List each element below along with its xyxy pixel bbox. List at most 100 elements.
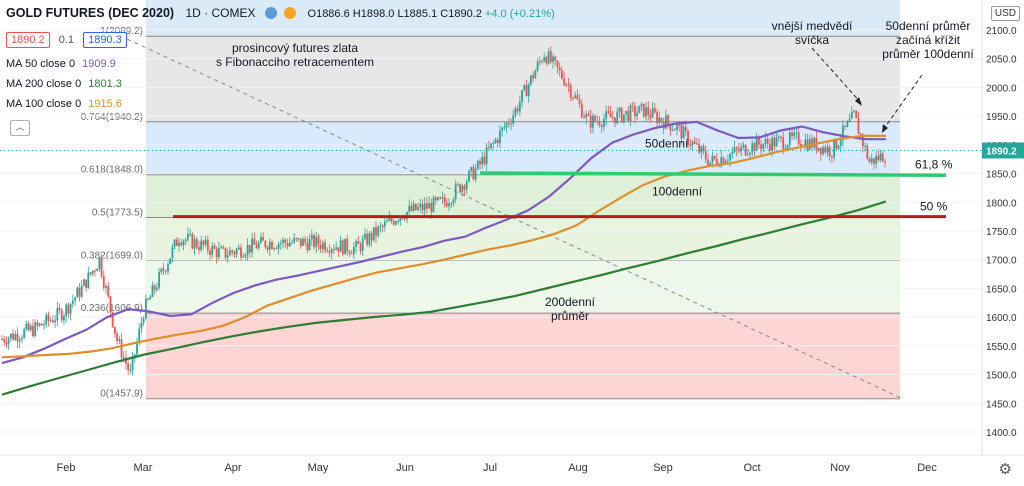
candle-body: [60, 310, 63, 321]
candle-body: [388, 217, 391, 222]
ohlc-change: +4.0 (+0.21%): [484, 8, 555, 20]
candle-body: [5, 342, 8, 345]
candle-body: [56, 307, 59, 321]
sell-price-box[interactable]: 1890.2: [6, 32, 50, 48]
candle-body: [682, 126, 685, 139]
candle-body: [341, 240, 344, 255]
candle-body: [700, 146, 703, 153]
candle-body: [328, 251, 331, 253]
candle-body: [78, 287, 81, 297]
candle-body: [423, 203, 426, 211]
candle-body: [399, 216, 402, 221]
settings-gear-icon[interactable]: ⚙: [998, 461, 1012, 478]
candle-body: [426, 203, 428, 209]
candle-body: [556, 60, 559, 68]
arrow-bearish-candle: [811, 47, 863, 105]
y-tick-label: 1750.0: [986, 227, 1017, 238]
candle-body: [490, 143, 492, 149]
candle-body: [284, 239, 287, 244]
candle-body: [746, 154, 749, 156]
candle-body: [514, 108, 517, 116]
candle-body: [616, 111, 619, 124]
candle-body: [370, 233, 373, 241]
candle-body: [43, 324, 45, 326]
x-tick-label: May: [308, 462, 329, 474]
candle-body: [175, 239, 178, 246]
candle-body: [828, 146, 831, 157]
candle-body: [585, 114, 588, 118]
candle-body: [512, 115, 515, 124]
candle-body: [749, 152, 751, 155]
candle-body: [594, 115, 596, 122]
candle-body: [315, 236, 318, 248]
candle-body: [153, 285, 156, 290]
candle-body: [472, 167, 475, 180]
eye-icon[interactable]: [264, 7, 277, 19]
collapse-legend-icon[interactable]: ︿: [10, 120, 30, 136]
candle-body: [877, 155, 880, 161]
buy-price-box[interactable]: 1890.3: [83, 32, 127, 48]
candle-body: [598, 121, 601, 126]
candle-body: [67, 304, 70, 314]
candle-body: [74, 297, 76, 301]
candle-body: [642, 103, 645, 117]
candle-body: [448, 203, 450, 207]
candle-body: [824, 147, 827, 153]
candle-body: [819, 147, 822, 155]
candle-body: [235, 249, 238, 255]
candle-body: [32, 325, 34, 337]
candle-body: [383, 221, 386, 227]
candle-body: [465, 181, 468, 190]
symbol-title[interactable]: GOLD FUTURES (DEC 2020): [6, 6, 175, 20]
legend-ma50[interactable]: MA 50 close 0 1909.9: [6, 58, 116, 70]
candle-body: [574, 95, 577, 98]
arrow-head-bearish: [855, 97, 862, 106]
y-tick-label: 1850.0: [986, 170, 1017, 181]
candle-body: [1, 338, 3, 340]
currency-badge[interactable]: USD: [990, 6, 1020, 21]
candle-body: [29, 325, 32, 330]
candle-body: [297, 238, 300, 240]
candle-body: [82, 279, 85, 286]
interval-label[interactable]: 1D: [185, 6, 201, 20]
candle-body: [868, 158, 871, 163]
candle-body: [47, 314, 50, 321]
candle-body: [266, 247, 269, 250]
fib-band-0.236: [146, 313, 900, 399]
ohlc-low: L1885.1: [397, 8, 438, 20]
dollar-icon[interactable]: [284, 7, 297, 19]
fib-band-0.382: [146, 260, 900, 314]
candle-body: [634, 106, 636, 117]
candle-body: [348, 251, 351, 254]
candle-body: [151, 285, 154, 297]
candle-body: [830, 156, 833, 158]
candle-body: [454, 184, 457, 200]
candle-body: [879, 153, 882, 161]
fib-band-0.618: [146, 174, 900, 218]
candle-body: [720, 157, 723, 167]
candle-body: [627, 110, 630, 121]
candle-body: [726, 160, 729, 162]
candle-body: [182, 240, 185, 246]
legend-ma200[interactable]: MA 200 close 0 1801.3: [6, 78, 122, 90]
ohlc-high: H1898.0: [352, 8, 395, 20]
candle-body: [530, 75, 532, 85]
candle-body: [63, 315, 65, 321]
legend-ma100[interactable]: MA 100 close 0 1915.6: [6, 98, 122, 110]
candle-body: [450, 203, 453, 205]
candle-body: [848, 118, 851, 122]
candle-body: [107, 286, 110, 297]
y-tick-label: 1700.0: [986, 256, 1017, 267]
candle-body: [678, 124, 681, 126]
candle-body: [25, 323, 28, 330]
candle-body: [198, 247, 200, 250]
candle-body: [186, 233, 189, 240]
candle-body: [560, 70, 563, 79]
x-tick-label: Aug: [568, 462, 588, 474]
candle-body: [459, 184, 461, 193]
candle-body: [603, 119, 605, 127]
candle-body: [288, 243, 291, 247]
candle-body: [545, 56, 548, 64]
candle-body: [443, 197, 446, 203]
